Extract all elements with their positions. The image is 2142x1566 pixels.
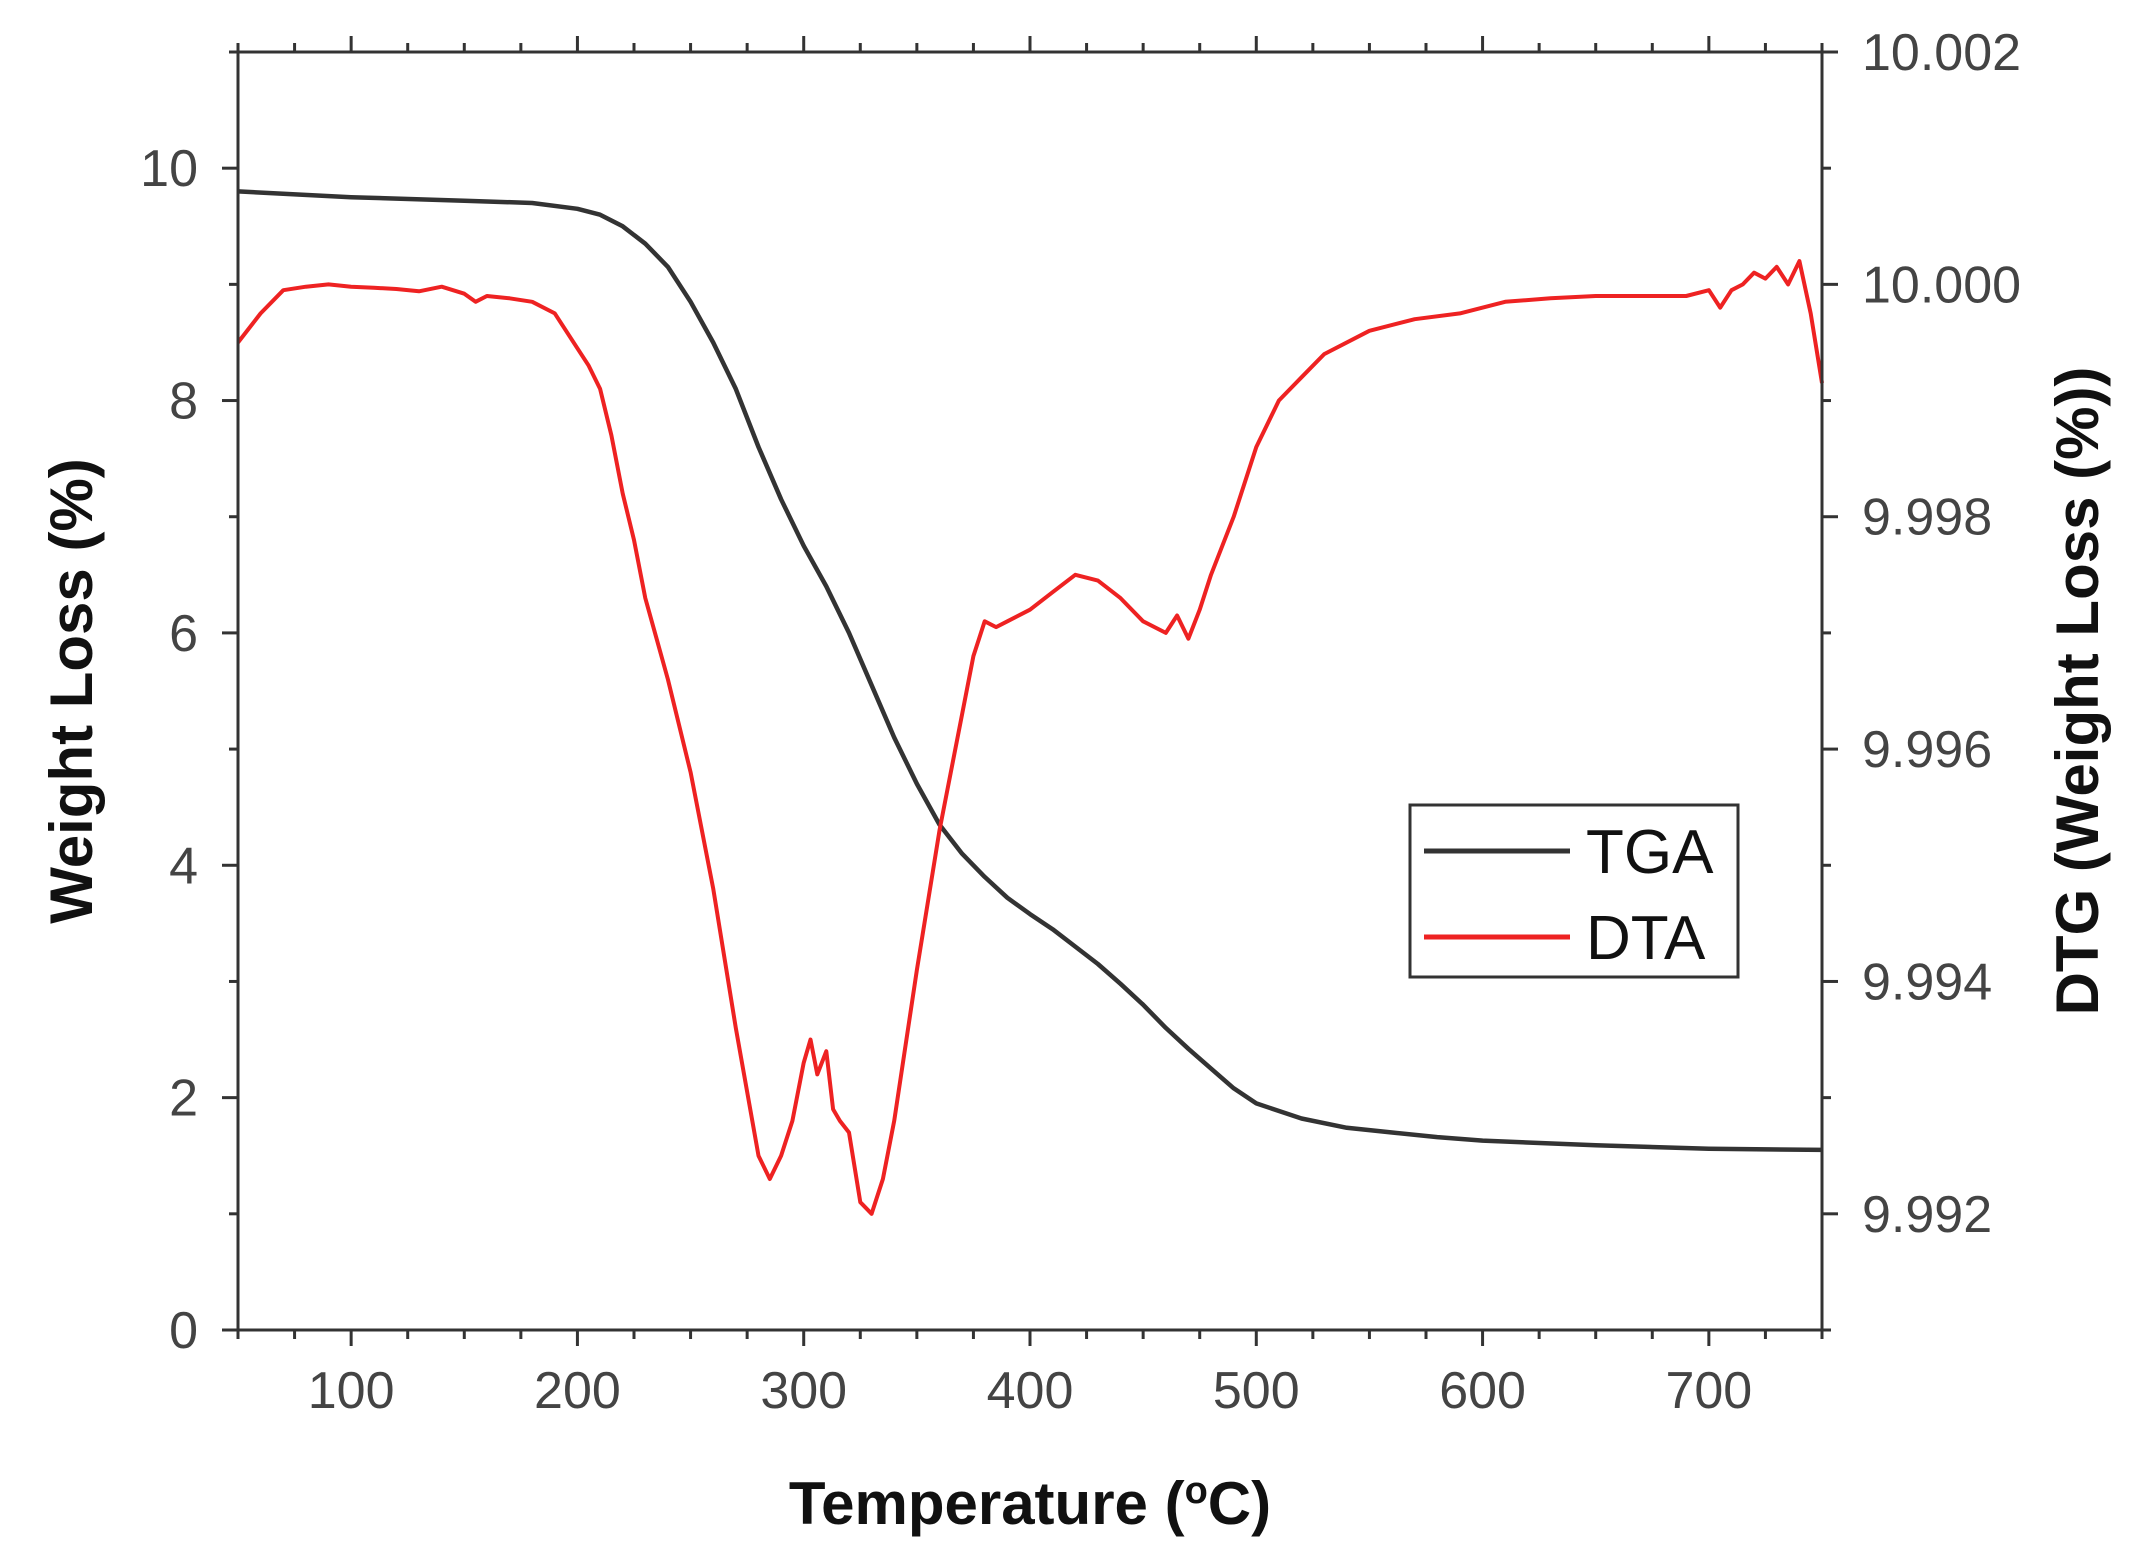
y-left-axis-title: Weight Loss (%) (38, 458, 105, 924)
y-right-tick-label: 10.000 (1862, 256, 2021, 314)
legend-label-dta: DTA (1586, 904, 1706, 973)
y-right-tick-label: 9.994 (1862, 953, 1992, 1011)
y-left-tick-label: 8 (169, 373, 198, 431)
y-right-tick-label: 9.998 (1862, 489, 1992, 547)
x-tick-label: 100 (308, 1362, 395, 1420)
y-left-tick-label: 6 (169, 605, 198, 663)
legend-box (1408, 803, 1740, 979)
x-tick-label: 600 (1439, 1362, 1526, 1420)
x-tick-label: 400 (987, 1362, 1074, 1420)
series-line-tga (237, 189, 1823, 1153)
series-line-dta (236, 259, 1824, 1216)
x-tick-label: 700 (1665, 1362, 1752, 1420)
y-left-tick-label: 4 (169, 837, 198, 895)
y-left-tick-label: 10 (140, 140, 198, 198)
x-tick-label: 500 (1213, 1362, 1300, 1420)
y-left-tick-label: 2 (169, 1070, 198, 1128)
legend-label-tga: TGA (1586, 818, 1714, 887)
y-right-axis-title: DTG (Weight Loss (%)) (2044, 367, 2111, 1016)
x-axis-title: Temperature (oC) (789, 1470, 1271, 1537)
y-right-tick-label: 10.002 (1862, 24, 2021, 82)
x-tick-label: 300 (760, 1362, 847, 1420)
y-right-tick-label: 9.996 (1862, 721, 1992, 779)
y-right-tick-label: 9.992 (1862, 1186, 1992, 1244)
y-left-tick-label: 0 (169, 1302, 198, 1360)
x-tick-label: 200 (534, 1362, 621, 1420)
